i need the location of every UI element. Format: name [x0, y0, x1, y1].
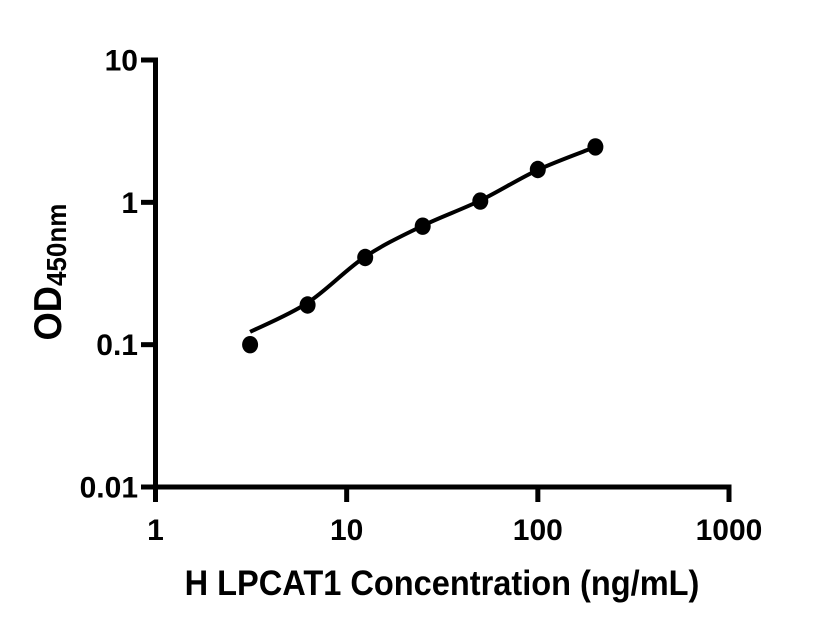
data-point: [299, 296, 316, 314]
x-tick-label: 1: [147, 514, 164, 547]
y-tick-label: 10: [105, 45, 138, 78]
axis-spine: [141, 57, 732, 502]
data-point: [414, 217, 431, 235]
y-tick-label: 1: [121, 187, 138, 220]
data-point: [357, 248, 374, 267]
y-axis-title-subscript: 450nm: [41, 203, 73, 287]
x-axis-title: H LPCAT1 Concentration (ng/mL): [184, 564, 700, 603]
x-tick-label: 100: [513, 514, 563, 547]
x-tick-label: 10: [330, 514, 363, 547]
data-point: [472, 192, 489, 210]
data-point: [242, 336, 259, 354]
y-tick-label: 0.1: [96, 329, 138, 362]
y-tick-label: 0.01: [80, 472, 138, 505]
data-point: [529, 160, 546, 179]
y-axis-title-main: OD: [27, 286, 70, 341]
x-tick-label: 1000: [696, 514, 763, 547]
data-point: [587, 138, 604, 156]
y-axis-title: OD450nm: [24, 170, 74, 375]
